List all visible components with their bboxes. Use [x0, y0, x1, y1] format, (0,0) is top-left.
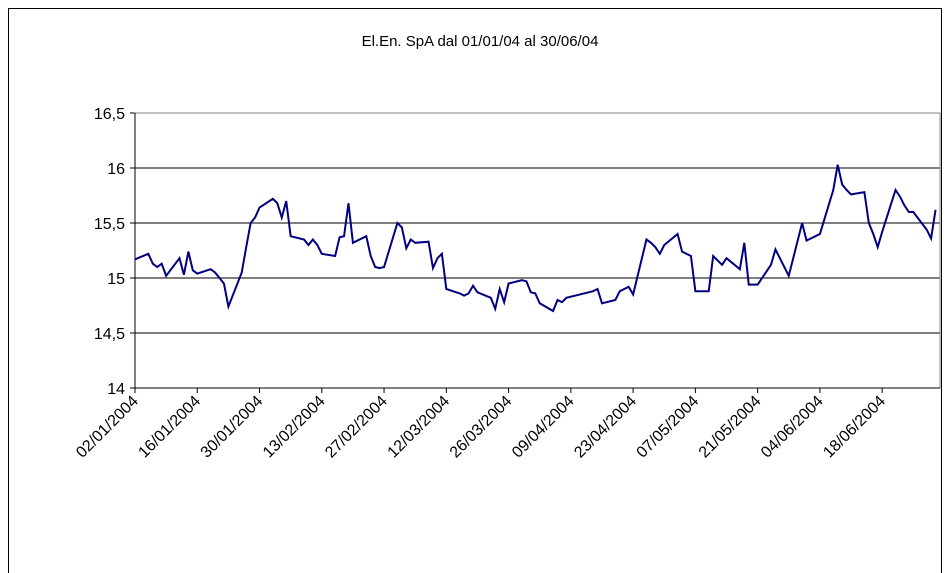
- y-tick-label: 16: [107, 161, 125, 178]
- line-series: [134, 164, 937, 313]
- y-tick-label: 14,5: [94, 326, 125, 343]
- y-tick-label: 14: [107, 381, 125, 398]
- chart-title: El.En. SpA dal 01/01/04 al 30/06/04: [362, 33, 599, 50]
- y-tick-label: 15: [107, 271, 125, 288]
- chart-border: [8, 8, 942, 573]
- y-tick-label: 16,5: [94, 106, 125, 123]
- y-tick-label: 15,5: [94, 216, 125, 233]
